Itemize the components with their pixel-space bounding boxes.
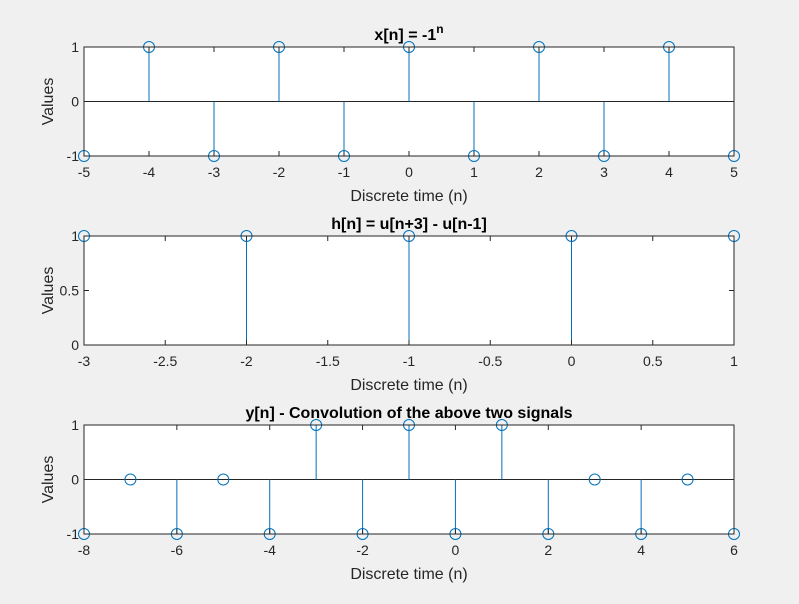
x-tick-label: 1 <box>470 164 478 180</box>
x-tick-label: -8 <box>78 542 91 558</box>
subplot-1: -5 -4 -3 -2 -1 0 1 2 3 4 5 -1 0 1 x[n] = -1n Discrete t… <box>40 22 740 205</box>
y-tick-label: 0 <box>71 94 79 110</box>
x-tick-label: 3 <box>600 164 608 180</box>
x-tick-label: 0 <box>405 164 413 180</box>
x-axis-label: Discrete time (n) <box>350 377 467 394</box>
x-tick-label: -2 <box>356 542 369 558</box>
x-tick-label: -5 <box>78 164 91 180</box>
x-tick-label: 0 <box>568 353 576 369</box>
stem-marker <box>124 473 137 486</box>
x-tick-label: -4 <box>143 164 156 180</box>
x-tick-label: 4 <box>665 164 673 180</box>
x-tick-label: -2 <box>273 164 286 180</box>
y-axis-label: Values <box>40 456 57 504</box>
x-tick-label: 1 <box>730 353 738 369</box>
y-tick-label: 0 <box>71 337 79 353</box>
x-axis-label: Discrete time (n) <box>350 188 467 205</box>
title-superscript: n <box>436 22 443 36</box>
chart-title: x[n] = -1n <box>374 22 443 44</box>
x-tick-label: 6 <box>730 542 738 558</box>
y-axis-label: Values <box>40 78 57 126</box>
y-tick-label: 0.5 <box>60 283 80 299</box>
stem-marker <box>588 473 601 486</box>
chart-title: y[n] - Convolution of the above two sign… <box>245 405 572 422</box>
x-tick-label: -2 <box>240 353 253 369</box>
x-tick-label: -2.5 <box>153 353 177 369</box>
x-tick-label: -0.5 <box>478 353 502 369</box>
y-tick-label: -1 <box>67 148 80 164</box>
x-tick-label: -3 <box>78 353 91 369</box>
subplot-3: -8 -6 -4 -2 0 2 4 6 -1 0 1 y[n] - Convolution of th… <box>40 405 740 583</box>
x-tick-label: -1 <box>403 353 416 369</box>
y-tick-label: 1 <box>71 417 79 433</box>
x-tick-label: 2 <box>535 164 543 180</box>
x-axis-label: Discrete time (n) <box>350 566 467 583</box>
x-tick-label: -1.5 <box>316 353 340 369</box>
x-tick-label: -6 <box>171 542 184 558</box>
y-axis-label: Values <box>40 267 57 315</box>
x-tick-label: 4 <box>637 542 645 558</box>
stem-marker <box>681 473 694 486</box>
x-tick-label: 2 <box>544 542 552 558</box>
stem-marker <box>217 473 230 486</box>
x-tick-label: 0 <box>452 542 460 558</box>
x-tick-label: 5 <box>730 164 738 180</box>
x-tick-label: -4 <box>263 542 276 558</box>
x-tick-label: -3 <box>208 164 221 180</box>
subplot-2: -3 -2.5 -2 -1.5 -1 -0.5 0 0.5 1 0 0.5 1 h[n] = u[n+3… <box>40 216 740 394</box>
y-tick-label: 0 <box>71 472 79 488</box>
y-tick-label: 1 <box>71 228 79 244</box>
y-tick-label: 1 <box>71 39 79 55</box>
x-tick-label: -1 <box>338 164 351 180</box>
chart-title: h[n] = u[n+3] - u[n-1] <box>331 216 487 233</box>
y-tick-label: -1 <box>67 526 80 542</box>
x-tick-label: 0.5 <box>643 353 663 369</box>
